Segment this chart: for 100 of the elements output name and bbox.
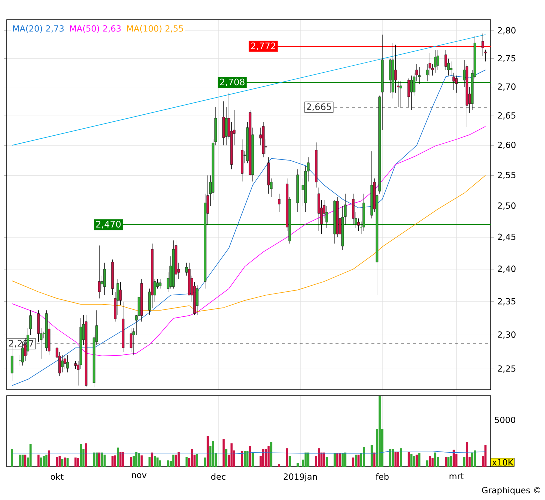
candlestick (196, 285, 199, 316)
bar (355, 454, 358, 467)
bar (370, 444, 374, 467)
bar (288, 456, 292, 467)
bar (336, 454, 339, 467)
y-tick-label: 2,40 (498, 266, 516, 274)
bar (172, 454, 175, 467)
x-tick-label: nov (132, 474, 147, 478)
bar (464, 457, 466, 467)
bar (225, 449, 228, 467)
bar (389, 449, 392, 467)
bar (444, 457, 448, 467)
y-tick-label: 2,30 (498, 332, 516, 339)
candlestick (98, 245, 101, 299)
bar (484, 444, 487, 467)
text: x10K (492, 459, 514, 466)
x-tick-label: okt (51, 474, 64, 480)
bar (450, 456, 452, 467)
bar (80, 444, 82, 467)
bar (140, 456, 143, 467)
bar (352, 458, 355, 467)
bar (246, 451, 249, 467)
y-tick-label: 2,65 (498, 112, 516, 120)
bar (408, 452, 410, 467)
candlestick (318, 188, 320, 232)
bar (151, 452, 154, 467)
candlestick (130, 328, 133, 352)
bar (30, 444, 32, 467)
bar (61, 459, 64, 467)
bar (397, 452, 400, 467)
bar (434, 452, 437, 467)
ref-line-label: 2,708 (220, 78, 245, 87)
bar (286, 448, 288, 467)
candlestick (450, 61, 453, 76)
y-tick-label: 2,45 (498, 234, 516, 242)
bar (112, 456, 114, 467)
candlestick (278, 194, 281, 213)
bar (244, 451, 246, 467)
candlestick (400, 81, 402, 108)
bar (159, 460, 162, 467)
bar (452, 450, 456, 467)
bar (268, 446, 270, 467)
bar (339, 454, 342, 467)
bar (40, 458, 42, 467)
text: MA(100) 2,55 (127, 25, 184, 33)
bar (148, 457, 151, 467)
bar (362, 447, 366, 467)
bar (320, 452, 323, 467)
y-tick-label: 2,55 (498, 172, 516, 180)
candlestick (104, 262, 106, 296)
bar (48, 450, 50, 467)
bar (270, 442, 273, 467)
candlestick (268, 157, 270, 194)
bar (474, 450, 476, 467)
bar (196, 454, 198, 467)
x-tick-label: dec (211, 474, 226, 480)
candlestick (436, 50, 440, 70)
y-tick-label: 2,50 (498, 202, 516, 210)
bar (437, 457, 440, 467)
bar (191, 449, 194, 467)
candlestick (225, 107, 228, 146)
bar (432, 458, 434, 467)
bar (156, 458, 159, 467)
bar (448, 457, 450, 467)
y-tick-label: 2,80 (498, 27, 516, 35)
bar (22, 454, 24, 467)
bar (85, 444, 88, 467)
bar (96, 452, 98, 467)
bar (38, 454, 40, 467)
bar (117, 448, 120, 467)
bar (175, 454, 178, 467)
bar (222, 439, 225, 467)
bar (46, 454, 48, 467)
bar (56, 457, 58, 467)
bar (11, 449, 14, 467)
bar (104, 454, 106, 467)
bar (342, 454, 344, 467)
candlestick (394, 44, 398, 94)
bar (241, 451, 244, 467)
bar (426, 460, 429, 467)
candlestick (159, 278, 162, 290)
candlestick (241, 139, 244, 182)
bar (122, 452, 124, 467)
candlestick (66, 355, 70, 373)
bar (101, 452, 104, 467)
text: MA(20) 2,73 (13, 25, 64, 33)
bar (413, 456, 416, 467)
bar (230, 444, 233, 467)
bar (249, 446, 252, 467)
candlestick (389, 58, 392, 94)
bar (334, 454, 336, 467)
candlestick (61, 355, 64, 373)
bar (19, 454, 22, 467)
candlestick (482, 34, 484, 56)
y-tick-label: 2,75 (498, 55, 516, 63)
text: Graphiques © (482, 487, 541, 496)
bar (178, 452, 180, 467)
bar (252, 452, 254, 467)
bar (456, 454, 458, 467)
bar (66, 458, 69, 467)
